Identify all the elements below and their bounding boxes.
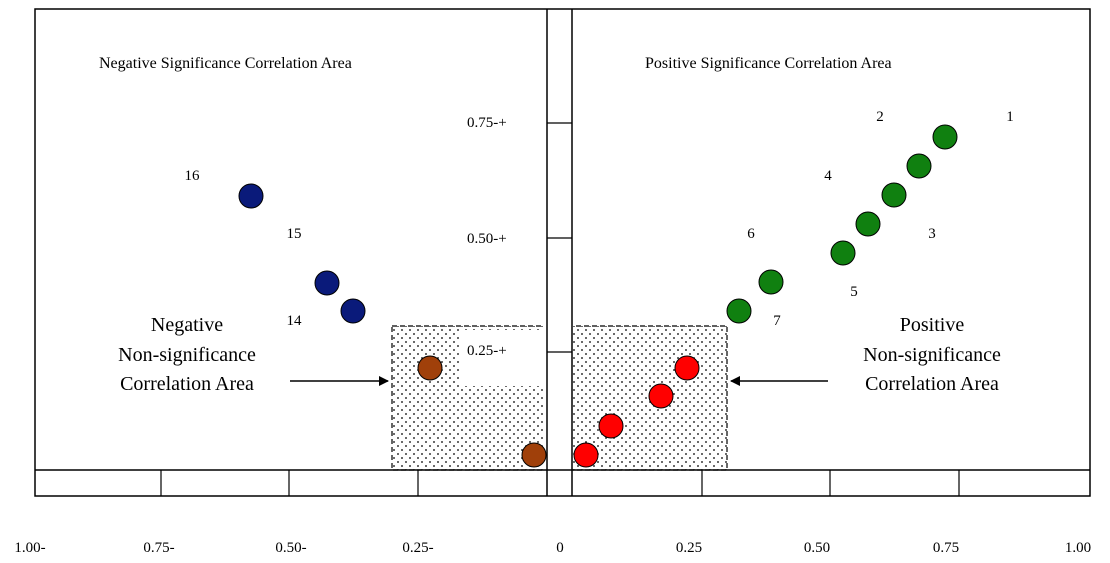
point-1 [932,124,958,150]
x-label-1: 0.75- [143,540,174,556]
x-label-7: 0.75 [933,540,959,556]
x-label-8: 1.00 [1065,540,1091,556]
point-15 [314,270,340,296]
point-label-14: 14 [287,313,303,329]
point-5 [830,240,856,266]
point-label-3: 3 [928,226,936,242]
x-label-3: 0.25- [402,540,433,556]
x-label-0: 1.00- [14,540,45,556]
point-label-2: 2 [876,109,884,125]
point-3 [855,211,881,237]
positive-area-line-1: Positive [900,314,965,336]
x-label-2: 0.50- [275,540,306,556]
point-label-7: 7 [773,313,781,329]
point-16 [238,183,264,209]
point-brown-2 [521,442,547,468]
point-14 [340,298,366,324]
negative-title: Negative Significance Correlation Area [99,55,352,72]
point-6 [758,269,784,295]
point-4 [881,182,907,208]
y-label-050: 0.50-+ [467,231,507,247]
point-7 [726,298,752,324]
positive-area-line-3: Correlation Area [865,373,999,395]
positive-title: Positive Significance Correlation Area [645,55,892,72]
x-label-5: 0.25 [676,540,702,556]
data-points [238,124,958,468]
point-red-3 [598,413,624,439]
point-red-2 [648,383,674,409]
positive-area-line-2: Non-significance [863,344,1001,366]
point-2 [906,153,932,179]
x-label-6: 0.50 [804,540,830,556]
point-label-5: 5 [850,284,858,300]
negative-area-line-1: Negative [151,314,223,336]
negative-area-line-2: Non-significance [118,344,256,366]
x-label-4: 0 [556,540,564,556]
point-red-1 [674,355,700,381]
y-label-mask [460,330,544,386]
point-label-16: 16 [185,168,201,184]
point-label-6: 6 [747,226,755,242]
y-label-025: 0.25-+ [467,343,507,359]
point-brown-1 [417,355,443,381]
point-label-4: 4 [824,168,832,184]
negative-area-line-3: Correlation Area [120,373,254,395]
point-label-1: 1 [1006,109,1014,125]
point-label-15: 15 [287,226,302,242]
point-red-4 [573,442,599,468]
y-label-075: 0.75-+ [467,115,507,131]
axis-gap-mask [543,322,573,472]
